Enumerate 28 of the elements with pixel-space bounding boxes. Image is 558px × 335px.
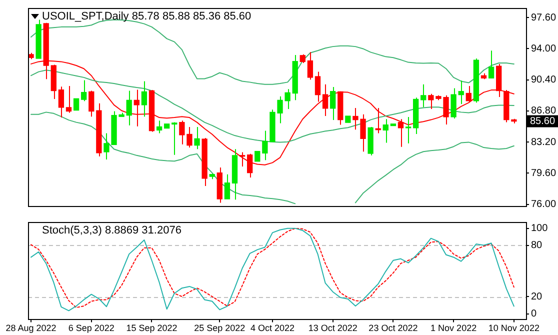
y-tick-label: 76.00 <box>531 199 556 210</box>
y-tick-label: 80 <box>531 240 543 252</box>
x-tick-label: 23 Oct 2022 <box>368 323 418 334</box>
x-tick-label: 28 Aug 2022 <box>6 323 56 334</box>
y-tick-label: 20 <box>531 291 543 302</box>
x-tick-label: 4 Oct 2022 <box>250 323 294 334</box>
chart-title: Stoch(5,3,3) 8.8869 31.2076 <box>42 224 182 237</box>
x-tick-label: 1 Nov 2022 <box>430 323 477 334</box>
y-tick-label: 94.00 <box>531 43 556 54</box>
y-tick-label: 86.80 <box>531 106 556 117</box>
candlestick <box>450 88 456 119</box>
x-tick-label: 15 Sep 2022 <box>126 323 178 334</box>
y-tick-label: 79.60 <box>531 168 556 179</box>
candlestick <box>73 98 80 111</box>
chart-title: USOIL_SPT,Daily 85.78 85.88 85.36 85.60 <box>42 10 252 23</box>
x-tick-label: 25 Sep 2022 <box>194 323 246 334</box>
candlestick <box>345 115 351 124</box>
y-tick-label: 83.20 <box>531 136 556 148</box>
x-tick-label: 10 Nov 2022 <box>488 323 540 334</box>
y-tick-label: 100 <box>531 223 548 234</box>
annotation: 85.60 <box>530 116 556 128</box>
candlestick <box>405 116 412 144</box>
y-tick-label: 90.40 <box>531 74 556 86</box>
x-tick-label: 13 Oct 2022 <box>308 323 358 334</box>
y-tick-label: 0 <box>531 308 537 320</box>
y-tick-label: 97.60 <box>531 12 556 24</box>
candlestick <box>254 150 260 162</box>
x-tick-label: 6 Sep 2022 <box>68 323 114 334</box>
